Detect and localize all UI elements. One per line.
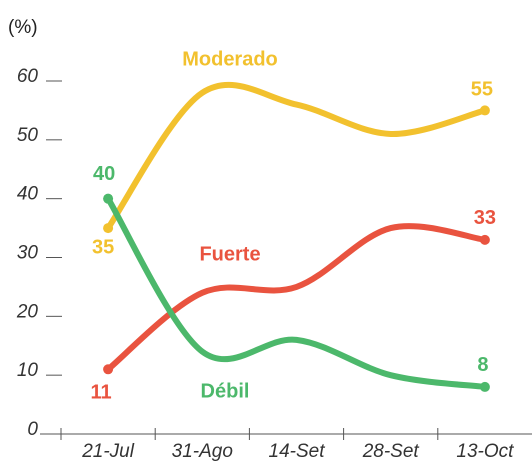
- x-tick-label: 28-Set: [362, 441, 420, 462]
- data-label: 8: [477, 354, 488, 376]
- end-point: [479, 381, 490, 392]
- end-point: [103, 223, 114, 234]
- series-line: [105, 223, 488, 373]
- y-tick-label: 0: [27, 419, 38, 440]
- series-name: Moderado: [182, 48, 278, 70]
- unit-label: (%): [8, 17, 38, 38]
- end-point: [479, 105, 490, 116]
- y-tick-label: 60: [17, 66, 39, 87]
- data-label: 55: [471, 79, 493, 101]
- y-tick-label: 10: [17, 360, 39, 381]
- end-point: [103, 364, 114, 375]
- x-tick-label: 21-Jul: [81, 441, 135, 462]
- data-label: 11: [91, 382, 112, 404]
- end-point: [479, 234, 490, 245]
- x-tick-label: 31-Ago: [172, 441, 233, 462]
- y-tick-label: 40: [17, 184, 39, 205]
- end-point: [103, 193, 114, 204]
- data-label: 40: [93, 163, 115, 185]
- x-tick-label: 14-Set: [269, 441, 326, 462]
- data-label: 33: [474, 207, 496, 229]
- x-tick-label: 13-Oct: [456, 441, 514, 462]
- data-label: 35: [92, 236, 114, 258]
- series-name: Fuerte: [199, 243, 260, 265]
- y-tick-label: 50: [17, 125, 39, 146]
- series-name: Débil: [201, 380, 250, 402]
- y-tick-label: 20: [16, 301, 39, 322]
- series-line: [105, 81, 488, 232]
- series-line: [105, 195, 488, 390]
- y-tick-label: 30: [17, 243, 39, 264]
